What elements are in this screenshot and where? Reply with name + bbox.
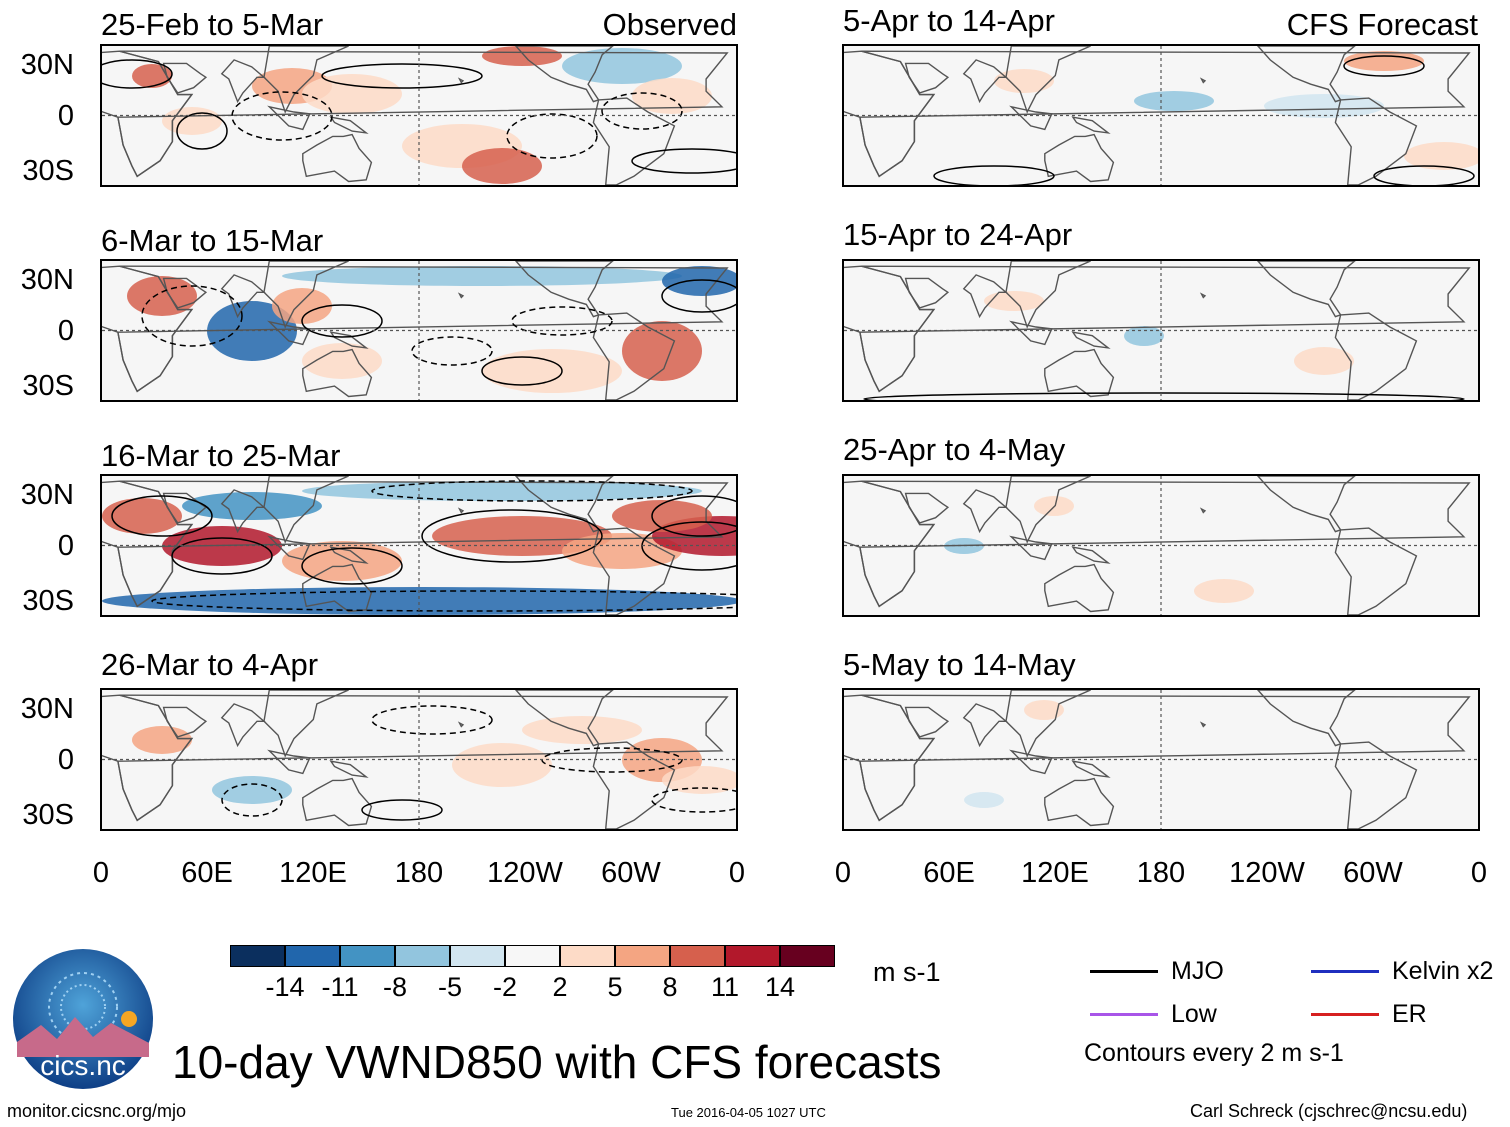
legend-line-mjo	[1090, 970, 1158, 973]
legend-note: Contours every 2 m s-1	[1084, 1039, 1344, 1067]
cics-logo: cics.nc	[11, 947, 155, 1091]
footer-author: Carl Schreck (cjschrec@ncsu.edu)	[1190, 1101, 1468, 1121]
lat-label-30n: 30N	[20, 479, 74, 511]
forecast-panel-1-title: 5-Apr to 14-Apr	[843, 3, 1055, 38]
colorbar-swatch	[340, 945, 395, 967]
colorbar-swatch	[725, 945, 780, 967]
lat-label-0: 0	[57, 315, 74, 347]
legend-label-er: ER	[1392, 1000, 1427, 1028]
observed-map-2	[100, 259, 738, 402]
forecast-map-4	[842, 688, 1480, 831]
lat-label-30n: 30N	[20, 264, 74, 296]
lon-label: 60W	[601, 857, 661, 889]
lon-label: 0	[92, 857, 110, 889]
lat-label-0: 0	[57, 744, 74, 776]
lat-label-30s: 30S	[22, 155, 74, 187]
lat-label-0: 0	[57, 100, 74, 132]
colorbar-tick: 11	[710, 972, 740, 1002]
forecast-map-2	[842, 259, 1480, 402]
legend-line-er	[1311, 1013, 1379, 1016]
colorbar-swatch	[505, 945, 560, 967]
lat-label-30n: 30N	[20, 693, 74, 725]
colorbar-swatch	[230, 945, 285, 967]
lon-label: 60E	[923, 857, 975, 889]
observed-map-1	[100, 44, 738, 187]
legend-label-mjo: MJO	[1171, 957, 1224, 985]
observed-panel-2-title: 6-Mar to 15-Mar	[101, 223, 324, 258]
lat-label-0: 0	[57, 530, 74, 562]
colorbar-tick: -11	[321, 972, 359, 1002]
colorbar-swatch	[450, 945, 505, 967]
forecast-panel-4-title: 5-May to 14-May	[843, 647, 1076, 682]
logo-text: cics.nc	[40, 1050, 126, 1081]
lon-label: 120W	[487, 857, 563, 889]
colorbar-tick: 5	[607, 972, 623, 1002]
colorbar-tick: -14	[265, 972, 305, 1002]
lat-label-30s: 30S	[22, 370, 74, 402]
lat-label-30s: 30S	[22, 799, 74, 831]
lon-label: 60W	[1343, 857, 1403, 889]
lat-label-30n: 30N	[20, 49, 74, 81]
lon-label: 0	[728, 857, 746, 889]
observed-map-4	[100, 688, 738, 831]
colorbar-tick: 2	[552, 972, 568, 1002]
footer-url[interactable]: monitor.cicsnc.org/mjo	[7, 1101, 187, 1121]
forecast-panel-2-title: 15-Apr to 24-Apr	[843, 217, 1073, 252]
colorbar-swatch	[560, 945, 615, 967]
colorbar-swatch	[615, 945, 670, 967]
forecast-label: CFS Forecast	[1286, 7, 1478, 42]
colorbar-swatch	[285, 945, 340, 967]
observed-panel-4-title: 26-Mar to 4-Apr	[101, 647, 319, 682]
colorbar-tick: 14	[764, 972, 796, 1002]
forecast-map-3	[842, 474, 1480, 617]
observed-panel-3-title: 16-Mar to 25-Mar	[101, 438, 341, 473]
colorbar-units: m s-1	[873, 957, 941, 987]
lon-label: 0	[834, 857, 852, 889]
legend-line-kelvin	[1311, 970, 1379, 973]
footer-timestamp: Tue 2016-04-05 1027 UTC	[671, 1105, 826, 1120]
observed-map-3	[100, 474, 738, 617]
colorbar-tick: -2	[492, 972, 517, 1002]
colorbar-swatch	[780, 945, 835, 967]
colorbar-tick: -5	[437, 972, 462, 1002]
colorbar-swatch	[395, 945, 450, 967]
lon-label: 60E	[181, 857, 233, 889]
colorbar-tick: -8	[382, 972, 407, 1002]
forecast-map-1	[842, 44, 1480, 187]
observed-panel-1-title: 25-Feb to 5-Mar	[101, 7, 324, 42]
colorbar-tick: 8	[662, 972, 678, 1002]
legend-label-kelvin: Kelvin x2	[1392, 957, 1494, 985]
lon-label: 0	[1470, 857, 1488, 889]
observed-label: Observed	[602, 7, 737, 42]
colorbar-swatch	[670, 945, 725, 967]
lat-label-30s: 30S	[22, 585, 74, 617]
forecast-panel-3-title: 25-Apr to 4-May	[843, 432, 1066, 467]
lon-label: 120W	[1229, 857, 1305, 889]
legend-label-low: Low	[1171, 1000, 1217, 1028]
lon-label: 120E	[279, 857, 347, 889]
lon-label: 120E	[1021, 857, 1089, 889]
lon-label: 180	[394, 857, 444, 889]
lon-label: 180	[1136, 857, 1186, 889]
legend-line-low	[1090, 1013, 1158, 1016]
main-title: 10-day VWND850 with CFS forecasts	[172, 1036, 942, 1088]
